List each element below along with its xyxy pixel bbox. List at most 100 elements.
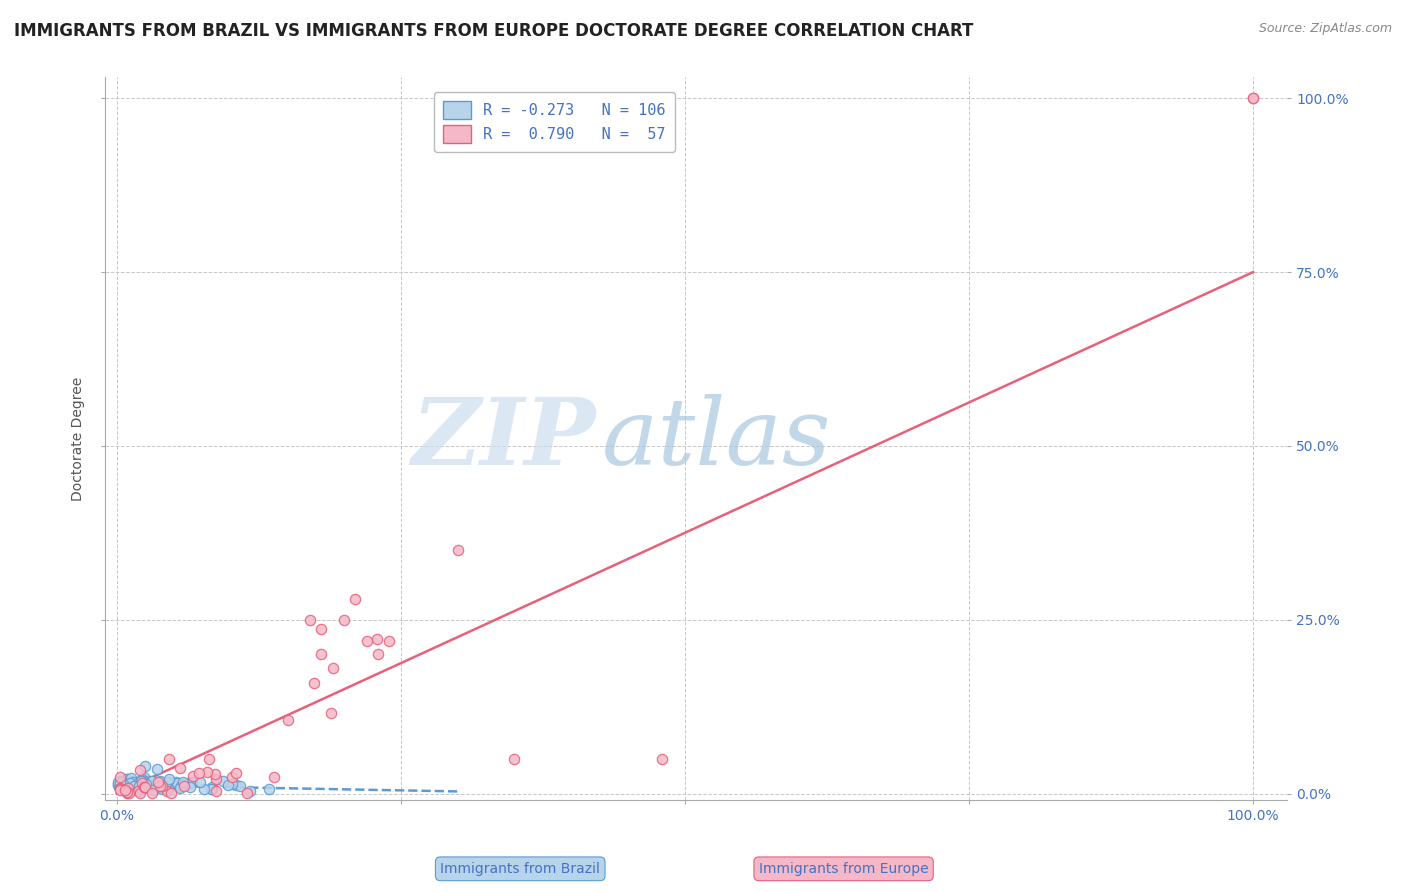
Point [107, 777, 129, 791]
Point [135, 777, 157, 791]
Point [108, 775, 131, 789]
Point [127, 780, 149, 794]
Point [201, 780, 224, 794]
Point [129, 780, 152, 794]
Point [131, 781, 153, 796]
Point [139, 774, 162, 789]
Point [112, 777, 135, 791]
Point [160, 779, 183, 793]
Point [263, 771, 285, 785]
Point [156, 778, 179, 792]
Point [333, 613, 356, 627]
Point [179, 780, 201, 795]
Point [129, 776, 152, 790]
Point [298, 613, 321, 627]
Point [108, 773, 131, 788]
Point [108, 782, 131, 797]
Point [128, 775, 150, 789]
Point [142, 782, 165, 797]
Point [114, 781, 136, 796]
Point [118, 776, 141, 790]
Point [118, 786, 141, 800]
Point [127, 784, 149, 798]
Point [127, 776, 149, 790]
Point [110, 777, 132, 791]
Point [157, 752, 180, 766]
Point [1241, 91, 1264, 105]
Point [142, 778, 165, 792]
Point [127, 776, 149, 790]
Point [115, 777, 138, 791]
Point [322, 661, 344, 675]
Point [651, 752, 673, 766]
Y-axis label: Doctorate Degree: Doctorate Degree [72, 376, 86, 501]
Point [156, 784, 179, 798]
Point [311, 623, 333, 637]
Point [129, 777, 152, 791]
Point [131, 772, 153, 786]
Point [107, 778, 129, 792]
Point [145, 779, 167, 793]
Point [197, 752, 219, 766]
Point [229, 779, 252, 793]
Point [108, 770, 131, 784]
Point [122, 775, 145, 789]
Point [124, 776, 146, 790]
Point [221, 777, 243, 791]
Point [132, 773, 155, 788]
Point [152, 782, 174, 797]
Point [150, 779, 173, 793]
Point [149, 779, 172, 793]
Point [108, 781, 131, 796]
Legend: R = -0.273   N = 106, R =  0.790   N =  57: R = -0.273 N = 106, R = 0.790 N = 57 [434, 92, 675, 152]
Point [212, 773, 235, 788]
Point [225, 778, 247, 792]
Text: atlas: atlas [602, 394, 831, 484]
Point [131, 776, 153, 790]
Point [180, 774, 202, 789]
Point [120, 774, 142, 789]
Point [200, 782, 222, 797]
Point [117, 781, 139, 796]
Point [146, 775, 169, 789]
Point [344, 591, 367, 606]
Point [378, 633, 401, 648]
Point [145, 762, 167, 776]
Point [128, 779, 150, 793]
Point [221, 771, 243, 785]
Point [153, 781, 176, 796]
Point [115, 785, 138, 799]
Point [138, 775, 160, 789]
Point [277, 713, 299, 727]
Point [124, 779, 146, 793]
Point [120, 775, 142, 789]
Point [156, 775, 179, 789]
Point [124, 777, 146, 791]
Point [169, 781, 191, 796]
Text: Immigrants from Europe: Immigrants from Europe [759, 862, 928, 876]
Point [181, 769, 204, 783]
Point [239, 783, 262, 797]
Point [257, 781, 280, 796]
Point [111, 778, 134, 792]
Point [173, 779, 195, 793]
Point [135, 780, 157, 794]
Point [134, 780, 156, 794]
Point [131, 780, 153, 795]
Point [503, 752, 526, 766]
Point [114, 783, 136, 797]
Point [193, 781, 215, 796]
Point [204, 766, 226, 780]
Point [188, 774, 211, 789]
Point [131, 774, 153, 789]
Point [302, 676, 325, 690]
Point [134, 771, 156, 785]
Point [1241, 91, 1264, 105]
Point [131, 776, 153, 790]
Point [169, 780, 191, 795]
Point [107, 775, 129, 789]
Point [120, 779, 142, 793]
Point [321, 706, 343, 720]
Point [366, 632, 388, 646]
Point [132, 780, 155, 795]
